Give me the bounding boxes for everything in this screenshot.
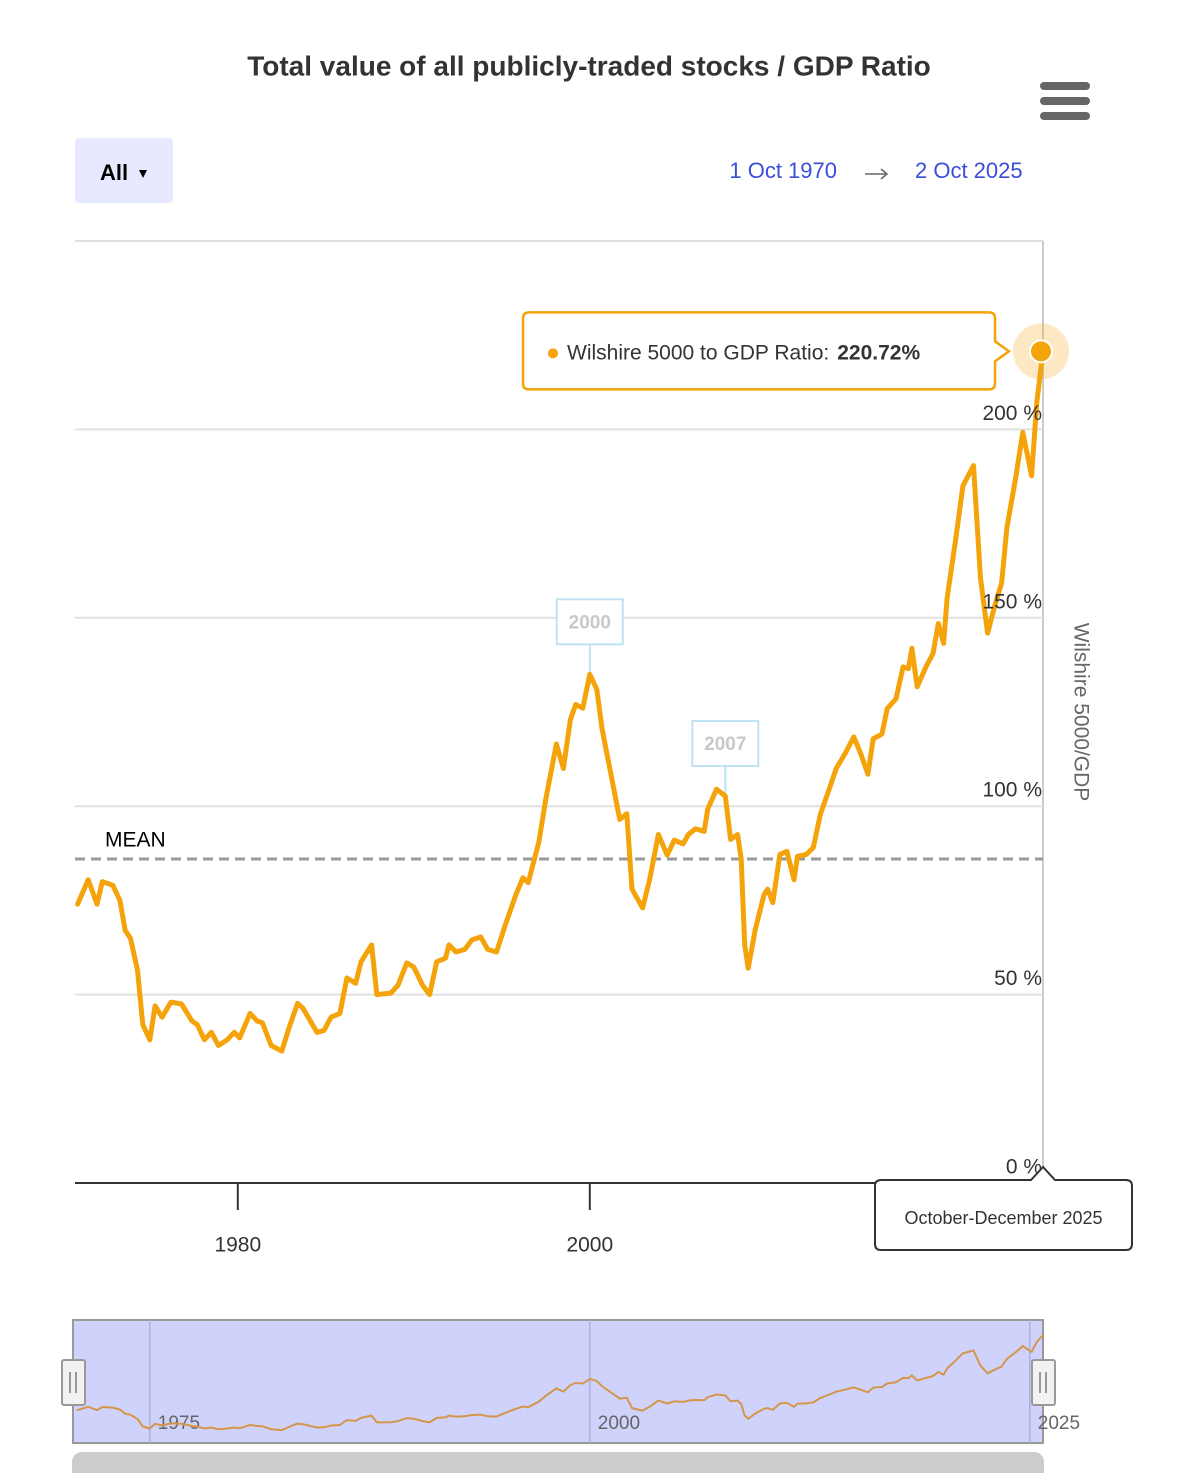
y-tick-label: 150 % bbox=[982, 590, 1042, 613]
navigator[interactable]: 1975 2000 2025 bbox=[61, 1319, 1080, 1444]
tooltip-value: 220.72% bbox=[837, 341, 920, 364]
y-tick-label: 0 % bbox=[1006, 1156, 1042, 1179]
y-axis-title: Wilshire 5000/GDP bbox=[1069, 623, 1092, 802]
data-line bbox=[76, 1334, 1044, 1432]
dropdown-icon bbox=[139, 170, 147, 178]
range-button-label: All bbox=[100, 160, 128, 185]
navigator-tick-label: 2025 bbox=[1038, 1413, 1080, 1434]
x-tooltip-box bbox=[874, 1165, 1133, 1251]
menu-button[interactable] bbox=[1040, 82, 1090, 120]
flag-label: 2007 bbox=[704, 734, 746, 755]
flag-label: 2000 bbox=[569, 612, 611, 633]
navigator-handle[interactable] bbox=[61, 1359, 86, 1406]
x-tick-label: 2000 bbox=[566, 1234, 613, 1257]
range-to[interactable]: 2 Oct 2025 bbox=[915, 158, 1023, 183]
flag-box bbox=[691, 720, 760, 768]
scrollbar[interactable] bbox=[72, 1452, 1044, 1473]
menu-bar bbox=[1040, 97, 1090, 105]
grid bbox=[75, 428, 1043, 996]
range-from[interactable]: 1 Oct 1970 bbox=[729, 158, 837, 183]
range-button bbox=[75, 138, 173, 203]
overlays: 0 % 50 % 100 % 150 % 200 % 1980 2000 Wilshire 5… bbox=[214, 311, 1133, 1257]
navigator-tick-label: 2000 bbox=[598, 1413, 640, 1434]
y-tick-label: 100 % bbox=[982, 779, 1042, 802]
tooltip-series: Wilshire 5000 to GDP Ratio: bbox=[567, 341, 829, 364]
menu-bar bbox=[1040, 82, 1090, 90]
range-selector[interactable]: All bbox=[75, 138, 173, 203]
tooltip-bullet bbox=[548, 348, 558, 359]
menu-bar bbox=[1040, 112, 1090, 120]
navigator-window bbox=[72, 1319, 1044, 1444]
chart-title: Total value of all publicly-traded stock… bbox=[247, 50, 931, 81]
y-tick-label: 50 % bbox=[994, 967, 1042, 990]
y-tick-label: 200 % bbox=[982, 402, 1042, 425]
x-tick-label: 1980 bbox=[214, 1234, 261, 1257]
tooltip-box bbox=[521, 311, 1012, 391]
navigator-handle[interactable] bbox=[1031, 1359, 1056, 1406]
flag-box bbox=[555, 598, 624, 646]
data-line bbox=[75, 348, 1046, 1054]
range-arrow bbox=[865, 168, 889, 180]
plot-area: MEAN 2000 2007 bbox=[75, 348, 1046, 1054]
tooltip-text: Wilshire 5000 to GDP Ratio: 220.72% bbox=[567, 341, 920, 364]
mean-label: MEAN bbox=[105, 828, 166, 851]
arrow-head bbox=[880, 168, 889, 180]
hover-point bbox=[1029, 339, 1053, 364]
x-tooltip-label: October-December 2025 bbox=[904, 1208, 1102, 1228]
